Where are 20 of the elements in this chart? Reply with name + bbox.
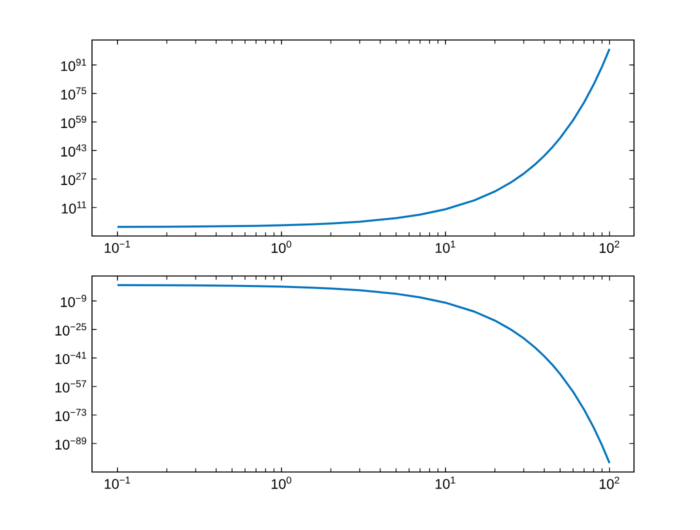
x-tick-label: 10$^{0}$ [272,476,292,489]
x-tick-label: 10$^{1}$ [436,476,456,489]
x-tick-label: 10$^{−1}$ [104,240,130,253]
y-tick-label: 10$^{91}$ [61,58,86,72]
y-tick-label: 10$^{59}$ [61,116,86,128]
y-tick-label: 10$^{−89}$ [55,437,86,450]
y-tick-label: 10$^{−57}$ [55,380,86,393]
y-tick-label: 10$^{−9}$ [60,294,86,308]
y-tick-label: 10$^{−25}$ [55,323,86,336]
x-tick-label: 10$^{2}$ [600,240,620,253]
y-tick-label: 10$^{−41}$ [55,352,86,364]
y-tick-label: 10$^{27}$ [61,172,86,186]
y-tick-label: 10$^{11}$ [62,201,86,214]
y-tick-label: 10$^{−73}$ [55,408,86,422]
x-tick-label: 10$^{−1}$ [104,476,130,489]
y-tick-label: 10$^{43}$ [61,144,86,157]
x-tick-label: 10$^{2}$ [600,476,620,489]
x-tick-label: 10$^{0}$ [272,240,292,253]
y-tick-label: 10$^{75}$ [61,87,86,100]
x-tick-label: 10$^{1}$ [436,240,456,253]
